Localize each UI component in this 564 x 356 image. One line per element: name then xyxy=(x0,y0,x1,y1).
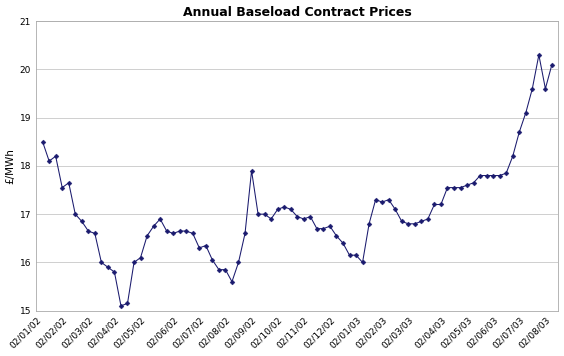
Title: Annual Baseload Contract Prices: Annual Baseload Contract Prices xyxy=(183,6,412,19)
Y-axis label: £/MWh: £/MWh xyxy=(6,148,16,184)
